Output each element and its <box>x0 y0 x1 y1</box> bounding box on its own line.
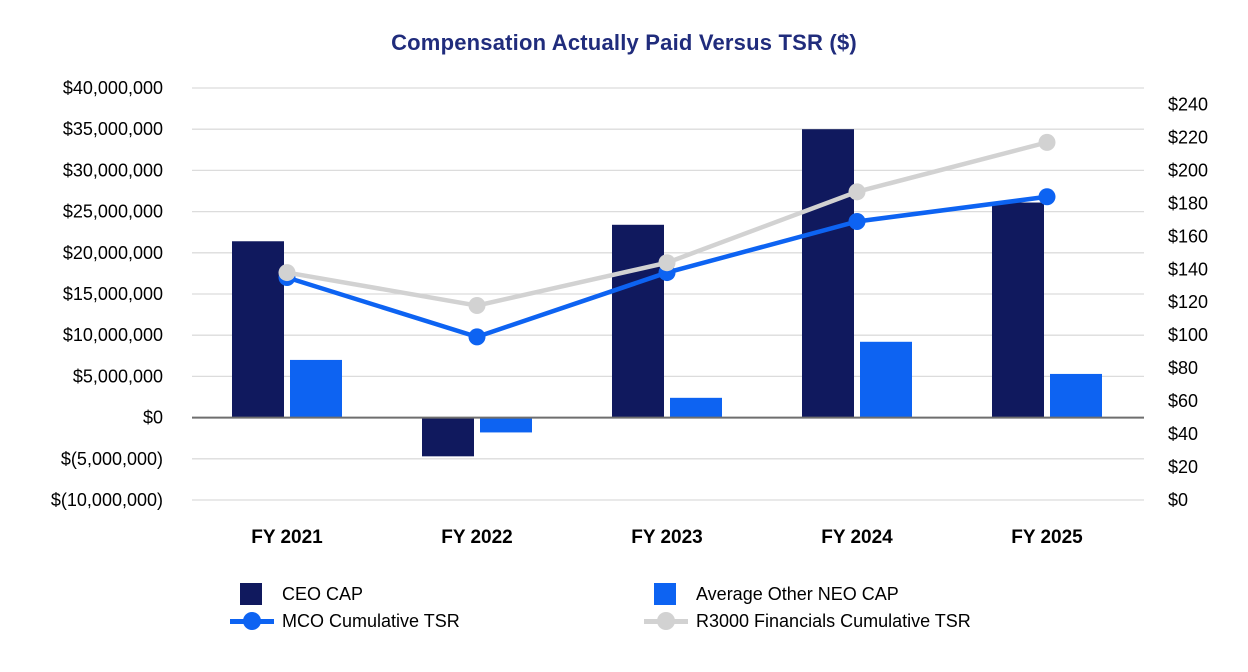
bar-average-other-neo-cap-fy-2021 <box>290 359 342 418</box>
r3000-line-swatch-icon <box>644 610 688 632</box>
marker-r3000-financials-cumulative-tsr-fy-2025 <box>1038 133 1056 151</box>
bar-average-other-neo-cap-fy-2022 <box>480 417 532 433</box>
legend-label-ceo-cap: CEO CAP <box>282 583 364 604</box>
right-axis-label: $140 <box>1168 259 1208 279</box>
bar-average-other-neo-cap-fy-2025 <box>1050 373 1102 418</box>
bar-ceo-cap-fy-2021 <box>232 241 284 418</box>
x-axis-label-fy-2023: FY 2023 <box>631 527 702 548</box>
mco-line-swatch-icon <box>230 610 274 632</box>
legend-label-average-other-neo-cap: Average Other NEO CAP <box>696 583 899 604</box>
right-axis-label: $240 <box>1168 94 1208 114</box>
bar-ceo-cap-fy-2024 <box>802 129 854 418</box>
left-axis-label: $30,000,000 <box>63 160 163 180</box>
right-axis-label: $100 <box>1168 325 1208 345</box>
bar-average-other-neo-cap-fy-2023 <box>670 397 722 418</box>
bar-ceo-cap-fy-2022 <box>422 417 474 457</box>
right-axis-label: $60 <box>1168 391 1198 411</box>
marker-mco-cumulative-tsr-fy-2024 <box>848 212 866 230</box>
mco-line-dot-icon <box>243 612 261 630</box>
right-axis-label: $120 <box>1168 292 1208 312</box>
chart-title: Compensation Actually Paid Versus TSR ($… <box>391 30 857 55</box>
right-axis-label: $160 <box>1168 226 1208 246</box>
legend-label-mco-cumulative-tsr: MCO Cumulative TSR <box>282 610 460 631</box>
right-axis-label: $40 <box>1168 424 1198 444</box>
x-axis-label-fy-2025: FY 2025 <box>1011 527 1083 548</box>
right-axis-label: $200 <box>1168 160 1208 180</box>
marker-r3000-financials-cumulative-tsr-fy-2024 <box>848 183 866 201</box>
left-axis-label: $35,000,000 <box>63 119 163 139</box>
legend-item-average-other-neo-cap: Average Other NEO CAP <box>654 583 899 605</box>
marker-mco-cumulative-tsr-fy-2022 <box>468 328 486 346</box>
legend-item-mco-cumulative-tsr: MCO Cumulative TSR <box>230 610 460 632</box>
bar-average-other-neo-cap-fy-2024 <box>860 341 912 418</box>
marker-r3000-financials-cumulative-tsr-fy-2022 <box>468 297 486 315</box>
left-axis-label: $25,000,000 <box>63 202 163 222</box>
left-axis-label: $15,000,000 <box>63 284 163 304</box>
right-axis-label: $220 <box>1168 127 1208 147</box>
legend-label-r3000-financials-cumulative-tsr: R3000 Financials Cumulative TSR <box>696 610 971 631</box>
bar-ceo-cap-fy-2023 <box>612 224 664 418</box>
left-axis-label: $5,000,000 <box>73 366 163 386</box>
right-axis-label: $80 <box>1168 358 1198 378</box>
ceo-cap-swatch-icon <box>240 583 262 605</box>
legend-item-r3000-financials-cumulative-tsr: R3000 Financials Cumulative TSR <box>644 610 971 632</box>
left-axis-label: $(5,000,000) <box>61 449 163 469</box>
marker-mco-cumulative-tsr-fy-2025 <box>1038 188 1056 206</box>
neo-cap-swatch-icon <box>654 583 676 605</box>
x-axis-label-fy-2022: FY 2022 <box>441 527 512 548</box>
left-axis-label: $20,000,000 <box>63 243 163 263</box>
bar-ceo-cap-fy-2025 <box>992 202 1044 418</box>
right-axis-label: $180 <box>1168 193 1208 213</box>
marker-r3000-financials-cumulative-tsr-fy-2021 <box>278 264 296 282</box>
marker-r3000-financials-cumulative-tsr-fy-2023 <box>658 254 676 272</box>
x-axis-label-fy-2021: FY 2021 <box>251 527 323 548</box>
left-axis-label: $10,000,000 <box>63 325 163 345</box>
chart-plot-area: $40,000,000 $35,000,000 $30,000,000 $25,000… <box>51 78 1208 548</box>
r3000-line-dot-icon <box>657 612 675 630</box>
left-axis-label: $40,000,000 <box>63 78 163 98</box>
x-axis-label-fy-2024: FY 2024 <box>821 527 893 548</box>
left-axis-label: $(10,000,000) <box>51 490 163 510</box>
legend-item-ceo-cap: CEO CAP <box>240 583 363 605</box>
left-axis-label: $0 <box>143 408 163 428</box>
right-axis-label: $20 <box>1168 457 1198 477</box>
right-axis-label: $0 <box>1168 490 1188 510</box>
